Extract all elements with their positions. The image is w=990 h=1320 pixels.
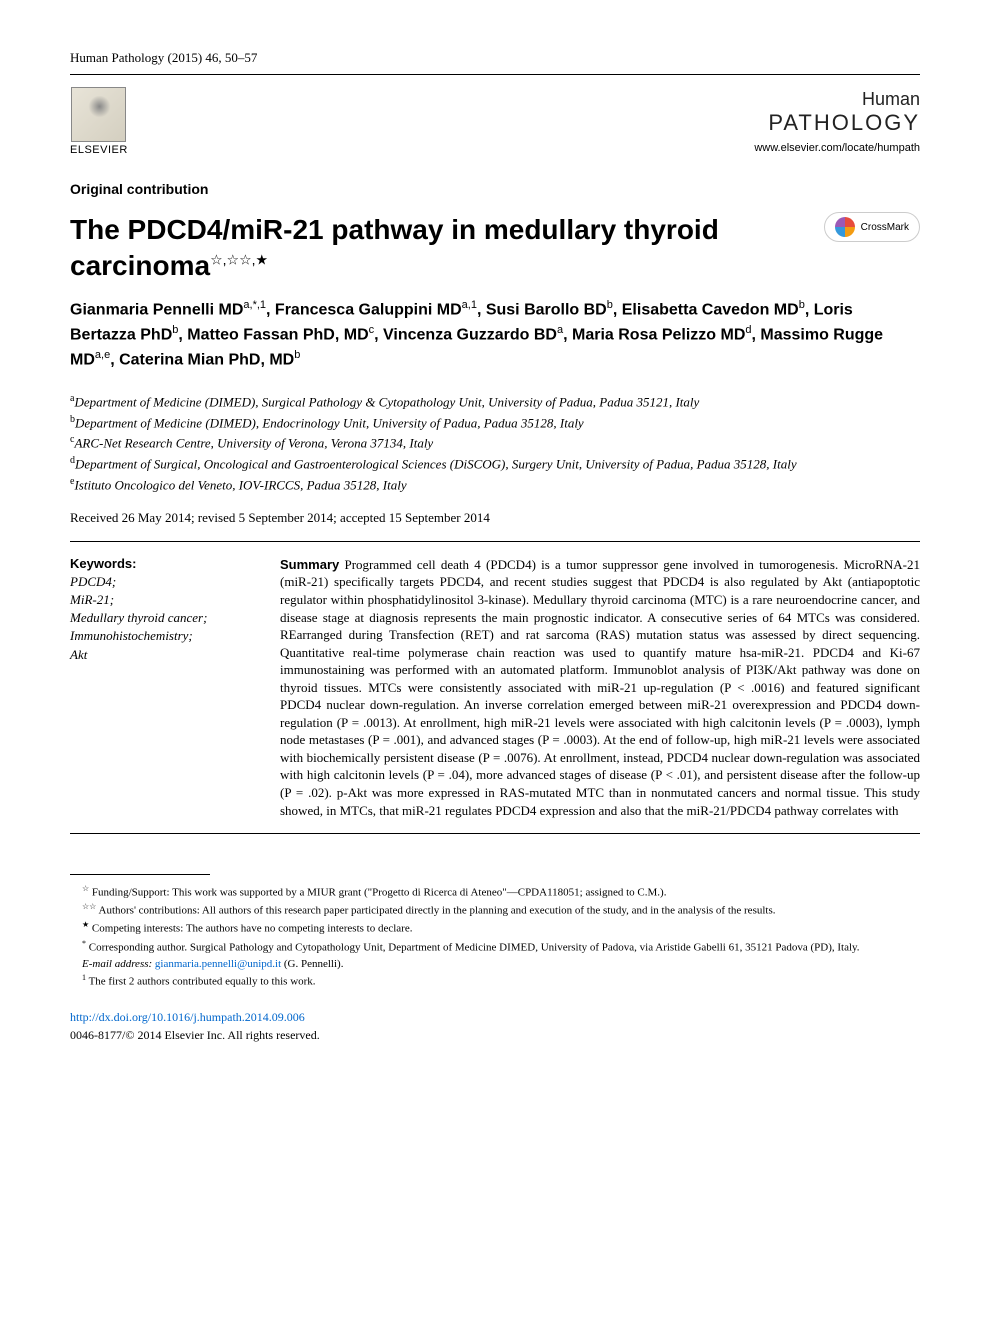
authors-list: Gianmaria Pennelli MDa,*,1, Francesca Ga… [70, 297, 920, 373]
journal-reference: Human Pathology (2015) 46, 50–57 [70, 50, 257, 66]
email-label: E-mail address: [82, 958, 152, 970]
corresp-text: Corresponding author. Surgical Pathology… [89, 941, 860, 953]
competing-mark: ★ [82, 920, 89, 929]
journal-name-line2: PATHOLOGY [768, 110, 920, 136]
journal-url[interactable]: www.elsevier.com/locate/humpath [754, 142, 920, 154]
section-label: Original contribution [70, 181, 920, 197]
summary-column: Summary Programmed cell death 4 (PDCD4) … [280, 556, 920, 819]
publisher-logo[interactable]: ELSEVIER [70, 87, 128, 156]
keywords-list: PDCD4;MiR-21;Medullary thyroid cancer;Im… [70, 573, 260, 664]
funding-mark: ☆ [82, 884, 89, 893]
logo-row: ELSEVIER Human PATHOLOGY www.elsevier.co… [70, 87, 920, 156]
crossmark-button[interactable]: CrossMark [824, 212, 920, 242]
journal-logo: Human PATHOLOGY www.elsevier.com/locate/… [754, 89, 920, 154]
affiliation-line: dDepartment of Surgical, Oncological and… [70, 453, 920, 474]
contrib-text: Authors' contributions: All authors of t… [99, 905, 776, 917]
affiliation-line: cARC-Net Research Centre, University of … [70, 432, 920, 453]
crossmark-label: CrossMark [861, 222, 909, 233]
keywords-column: Keywords: PDCD4;MiR-21;Medullary thyroid… [70, 556, 280, 819]
footnote-contributions: ☆☆ Authors' contributions: All authors o… [70, 901, 920, 919]
competing-text: Competing interests: The authors have no… [92, 923, 413, 935]
footnote-email: E-mail address: gianmaria.pennelli@unipd… [70, 956, 920, 973]
funding-text: Funding/Support: This work was supported… [92, 887, 667, 899]
article-title: The PDCD4/miR-21 pathway in medullary th… [70, 212, 804, 285]
journal-name-line1: Human [862, 89, 920, 110]
summary-text: Programmed cell death 4 (PDCD4) is a tum… [280, 557, 920, 818]
contrib-mark: ☆☆ [82, 902, 96, 911]
affiliation-line: eIstituto Oncologico del Veneto, IOV-IRC… [70, 474, 920, 495]
abstract-box: Keywords: PDCD4;MiR-21;Medullary thyroid… [70, 541, 920, 834]
footnotes: ☆ Funding/Support: This work was support… [70, 883, 920, 990]
footnotes-divider [70, 874, 210, 875]
title-footnote-marks: ☆,☆☆,★ [210, 252, 268, 268]
equal-mark: 1 [82, 973, 86, 982]
footnote-funding: ☆ Funding/Support: This work was support… [70, 883, 920, 901]
affiliation-line: bDepartment of Medicine (DIMED), Endocri… [70, 412, 920, 433]
affiliations: aDepartment of Medicine (DIMED), Surgica… [70, 391, 920, 495]
corresp-mark: * [82, 939, 86, 948]
publisher-name: ELSEVIER [70, 144, 128, 156]
equal-text: The first 2 authors contributed equally … [89, 976, 316, 988]
affiliation-line: aDepartment of Medicine (DIMED), Surgica… [70, 391, 920, 412]
title-text: The PDCD4/miR-21 pathway in medullary th… [70, 214, 719, 281]
summary-label: Summary [280, 557, 339, 572]
email-link[interactable]: gianmaria.pennelli@unipd.it [155, 958, 281, 970]
footnote-competing: ★ Competing interests: The authors have … [70, 919, 920, 937]
keywords-heading: Keywords: [70, 556, 260, 571]
header-rule [70, 74, 920, 75]
article-dates: Received 26 May 2014; revised 5 Septembe… [70, 510, 920, 526]
doi-link[interactable]: http://dx.doi.org/10.1016/j.humpath.2014… [70, 1010, 305, 1024]
elsevier-tree-icon [71, 87, 126, 142]
footnote-corresponding: * Corresponding author. Surgical Patholo… [70, 938, 920, 956]
email-suffix: (G. Pennelli). [284, 958, 344, 970]
footnote-equal: 1 The first 2 authors contributed equall… [70, 972, 920, 990]
crossmark-icon [835, 217, 855, 237]
copyright: 0046-8177/© 2014 Elsevier Inc. All right… [70, 1028, 920, 1043]
